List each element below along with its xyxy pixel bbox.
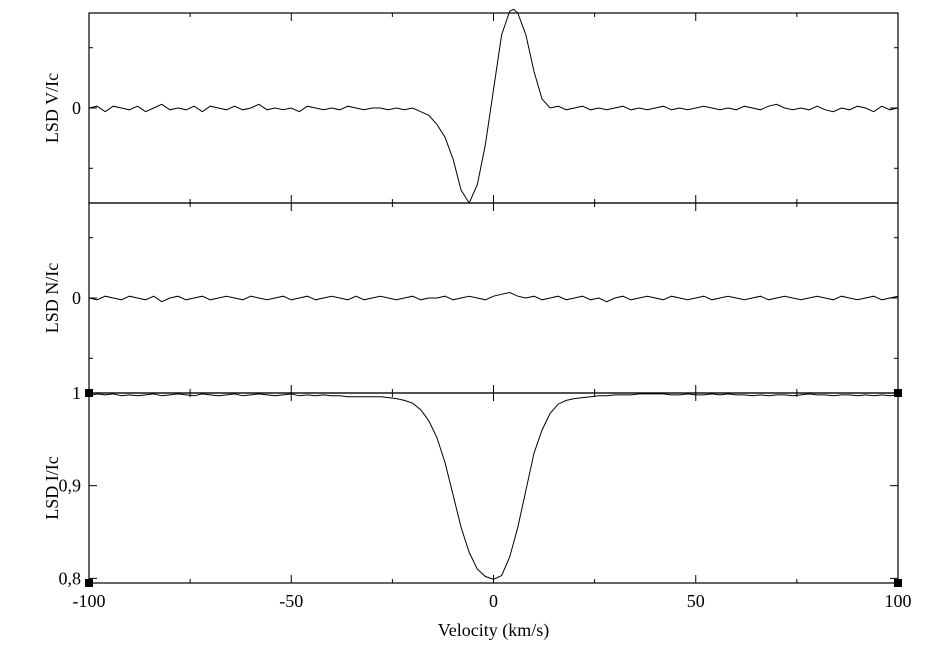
- corner-marker: [894, 389, 902, 397]
- x-tick-label: 0: [489, 591, 498, 611]
- y-tick-label: 0,9: [59, 476, 82, 496]
- x-tick-label: 50: [687, 591, 705, 611]
- panel-intensity-i: 1 0,9 0,8 LSD I/Ic -100 -50 0 50 100 Velocity (km…: [42, 383, 912, 641]
- series-line-v: [88, 8, 899, 205]
- plot-frame-v: [88, 12, 899, 204]
- y-axis-title-i: LSD I/Ic: [42, 456, 62, 519]
- y-axis-title-v: LSD V/Ic: [42, 73, 62, 143]
- panel-corner-markers: [85, 389, 902, 587]
- corner-marker: [894, 579, 902, 587]
- panel-null-n: 0 LSD N/Ic: [42, 202, 899, 394]
- corner-marker: [85, 389, 93, 397]
- panel-stokes-v: 0 LSD V/Ic: [42, 8, 899, 205]
- corner-marker: [85, 579, 93, 587]
- y-tick-label: 1: [72, 383, 81, 403]
- y-tick-label: 0,8: [59, 568, 82, 588]
- y-axis-title-n: LSD N/Ic: [42, 263, 62, 334]
- y-tick-label: 0: [72, 98, 81, 118]
- plot-frame-i: [88, 392, 899, 584]
- x-tick-label: 100: [885, 591, 912, 611]
- series-line-i: [88, 393, 899, 580]
- x-tick-label: -50: [279, 591, 303, 611]
- x-axis-title: Velocity (km/s): [438, 620, 549, 641]
- x-tick-label: -100: [73, 591, 106, 611]
- series-line-n: [88, 291, 899, 303]
- y-tick-label: 0: [72, 288, 81, 308]
